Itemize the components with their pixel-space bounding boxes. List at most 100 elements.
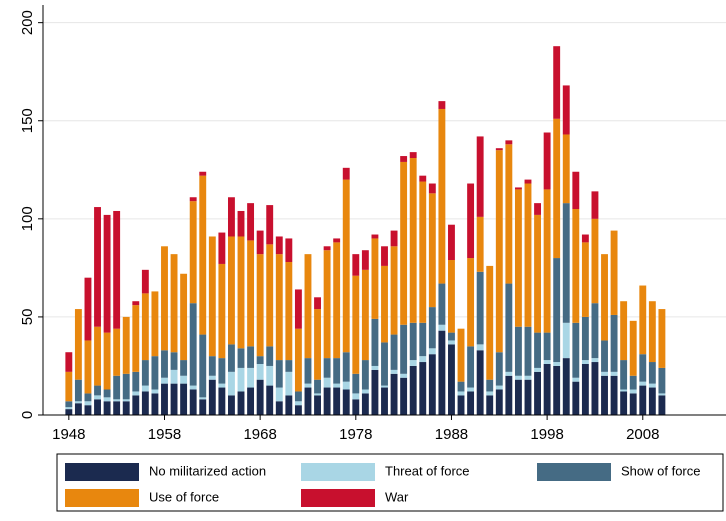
bar-segment: [189, 201, 197, 304]
bar-segment: [237, 391, 245, 415]
bar-segment: [304, 383, 312, 388]
bar-segment: [170, 254, 178, 353]
bar-segment: [438, 108, 446, 284]
bar-segment: [247, 203, 255, 241]
legend-swatch: [301, 489, 375, 507]
bar-segment: [601, 375, 608, 415]
bar-segment: [304, 254, 312, 359]
bar-segment: [486, 395, 494, 415]
bar-segment: [275, 401, 283, 415]
bar-segment: [639, 285, 647, 355]
bar-segment: [294, 391, 302, 402]
bar-segment: [581, 234, 589, 243]
bar-segment: [256, 254, 264, 357]
bar-segment: [428, 183, 436, 194]
bar-segment: [199, 175, 207, 335]
bar-segment: [543, 360, 551, 364]
bar-segment: [122, 401, 130, 415]
bar-segment: [419, 322, 427, 357]
bar-segment: [132, 301, 140, 306]
bar-segment: [457, 381, 465, 392]
bar-segment: [314, 297, 321, 310]
bar-segment: [572, 381, 580, 415]
bar-segment: [648, 362, 656, 384]
bar-segment: [476, 350, 484, 415]
bar-segment: [218, 358, 226, 384]
bar-segment: [409, 152, 417, 159]
x-tick-label: 2008: [626, 426, 659, 443]
bar-segment: [151, 356, 159, 390]
bar-segment: [180, 273, 188, 361]
bar-segment: [553, 118, 561, 259]
bar-segment: [266, 365, 274, 386]
bar-segment: [486, 379, 494, 392]
bar-segment: [514, 189, 522, 327]
bar-segment: [457, 395, 465, 415]
bar-segment: [113, 401, 121, 415]
bar-segment: [352, 275, 360, 374]
bar-segment: [419, 356, 427, 363]
bar-segment: [419, 175, 427, 182]
bar-segment: [457, 328, 465, 382]
bar-segment: [505, 371, 513, 376]
bar-segment: [562, 322, 570, 359]
bar-segment: [361, 269, 369, 361]
bar-segment: [65, 401, 73, 408]
bar-segment: [495, 148, 503, 151]
bar-segment: [208, 356, 216, 376]
bar-segment: [371, 369, 379, 415]
bar-segment: [524, 179, 532, 184]
bar-segment: [65, 407, 73, 410]
bar-segment: [189, 389, 197, 415]
bar-segment: [94, 385, 101, 396]
bar-segment: [543, 189, 551, 333]
bar-segment: [199, 397, 207, 400]
bar-segment: [514, 187, 522, 190]
y-tick-label: 50: [19, 309, 36, 326]
bar-segment: [620, 391, 628, 415]
bar-segment: [534, 214, 541, 333]
bar-segment: [534, 367, 541, 372]
bar-segment: [275, 236, 283, 255]
bar-segment: [113, 210, 121, 329]
bar-segment: [581, 316, 589, 361]
bar-segment: [342, 352, 350, 382]
bar-segment: [199, 171, 207, 176]
bar-segment: [648, 387, 656, 415]
bar-segment: [294, 405, 302, 415]
bar-segment: [658, 309, 666, 368]
bar-segment: [562, 134, 570, 204]
y-tick-label: 100: [19, 206, 36, 231]
bar-segment: [237, 210, 245, 237]
bar-segment: [543, 332, 551, 361]
bar-segment: [352, 399, 360, 415]
bar-segment: [572, 322, 580, 378]
legend-swatch: [537, 463, 611, 481]
bar-segment: [323, 358, 331, 378]
bar-segment: [409, 322, 417, 361]
bar-segment: [103, 214, 111, 333]
bar-segment: [113, 399, 121, 402]
bar-segment: [122, 316, 130, 374]
bar-segment: [141, 391, 149, 415]
bar-segment: [601, 254, 608, 341]
bar-segment: [620, 389, 628, 392]
bar-segment: [103, 389, 111, 398]
bar-segment: [467, 183, 475, 259]
bar-segment: [132, 371, 140, 392]
bar-segment: [275, 254, 283, 361]
bar-segment: [467, 391, 475, 415]
bar-segment: [591, 358, 599, 363]
bar-segment: [247, 387, 255, 415]
bar-segment: [419, 362, 427, 415]
bar-segment: [218, 263, 226, 359]
bar-segment: [658, 395, 666, 415]
bar-segment: [467, 387, 475, 392]
bar-segment: [620, 360, 628, 390]
bar-segment: [428, 348, 436, 355]
bar-segment: [390, 373, 398, 415]
bar-segment: [199, 334, 207, 398]
bar-segment: [438, 283, 446, 325]
bar-segment: [409, 158, 417, 323]
bar-segment: [161, 383, 168, 415]
